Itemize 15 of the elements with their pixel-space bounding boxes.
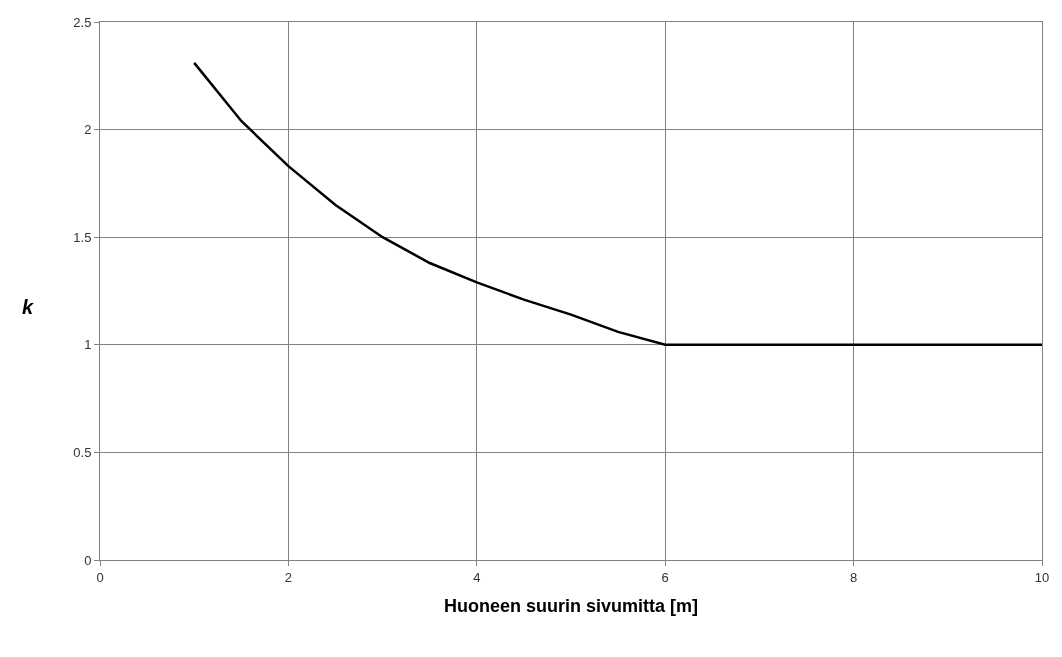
y-tick-label: 0 [84,552,92,568]
x-tick-label: 4 [473,569,481,585]
x-axis-title: Huoneen suurin sivumitta [m] [443,595,699,616]
line-series [192,61,1042,347]
x-tick-label: 8 [849,569,858,585]
y-tick-label: 1 [84,337,92,353]
x-tick-label: 2 [284,569,293,585]
y-tick-label: 1.5 [73,229,92,245]
y-tick-label: 0.5 [73,444,92,460]
x-tick-label: 6 [661,569,669,585]
y-axis-title: k [22,296,34,318]
x-tick-label: 10 [1034,569,1050,585]
y-tick-label: 2.5 [73,14,92,30]
y-tick-label: 2 [84,122,92,138]
x-tick-label: 0 [96,569,104,585]
